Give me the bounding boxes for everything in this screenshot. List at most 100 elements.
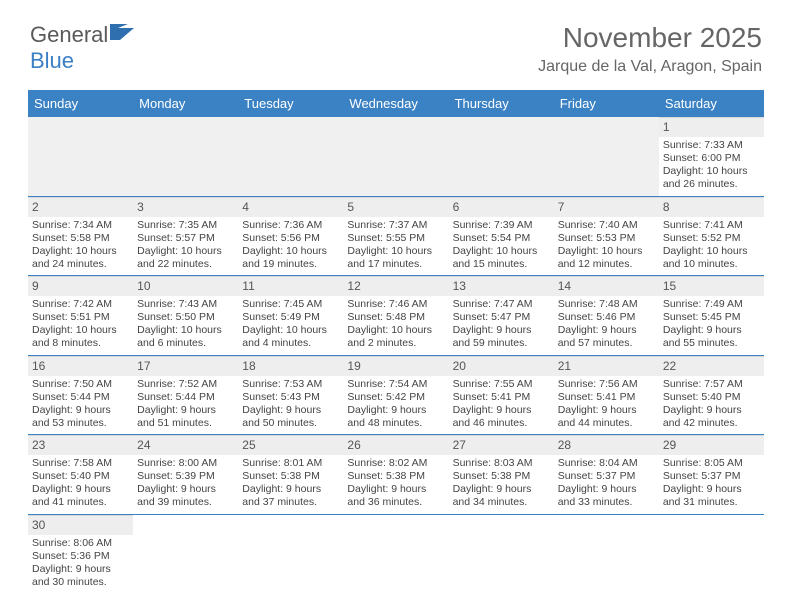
day-cell: 15Sunrise: 7:49 AMSunset: 5:45 PMDayligh… [659,276,764,355]
sunrise-line: Sunrise: 8:06 AM [32,537,129,550]
daylight-line: Daylight: 10 hours and 26 minutes. [663,165,760,191]
sunset-line: Sunset: 5:36 PM [32,550,129,563]
daylight-line: Daylight: 9 hours and 46 minutes. [453,404,550,430]
sunrise-line: Sunrise: 7:41 AM [663,219,760,232]
day-body: Sunrise: 7:40 AMSunset: 5:53 PMDaylight:… [554,217,659,276]
sunrise-line: Sunrise: 8:01 AM [242,457,339,470]
daylight-line: Daylight: 9 hours and 53 minutes. [32,404,129,430]
day-cell: 9Sunrise: 7:42 AMSunset: 5:51 PMDaylight… [28,276,133,355]
day-number: 2 [28,197,133,217]
day-cell: 21Sunrise: 7:56 AMSunset: 5:41 PMDayligh… [554,356,659,435]
sunset-line: Sunset: 5:38 PM [242,470,339,483]
day-cell: 13Sunrise: 7:47 AMSunset: 5:47 PMDayligh… [449,276,554,355]
sunset-line: Sunset: 5:56 PM [242,232,339,245]
sunset-line: Sunset: 6:00 PM [663,152,760,165]
daylight-line: Daylight: 9 hours and 48 minutes. [347,404,444,430]
day-number: 24 [133,435,238,455]
day-body: Sunrise: 7:34 AMSunset: 5:58 PMDaylight:… [28,217,133,276]
day-cell: 26Sunrise: 8:02 AMSunset: 5:38 PMDayligh… [343,435,448,514]
day-cell: 2Sunrise: 7:34 AMSunset: 5:58 PMDaylight… [28,197,133,276]
sunrise-line: Sunrise: 8:00 AM [137,457,234,470]
sunset-line: Sunset: 5:43 PM [242,391,339,404]
daylight-line: Daylight: 10 hours and 6 minutes. [137,324,234,350]
day-number: 23 [28,435,133,455]
sunrise-line: Sunrise: 8:05 AM [663,457,760,470]
sunrise-line: Sunrise: 7:50 AM [32,378,129,391]
sunrise-line: Sunrise: 7:55 AM [453,378,550,391]
weekday-header: Thursday [449,90,554,117]
daylight-line: Daylight: 10 hours and 12 minutes. [558,245,655,271]
weeks-container: 1Sunrise: 7:33 AMSunset: 6:00 PMDaylight… [28,117,764,593]
day-number: 12 [343,276,448,296]
day-number: 7 [554,197,659,217]
sunset-line: Sunset: 5:37 PM [663,470,760,483]
blank-cell [28,117,133,196]
sunset-line: Sunset: 5:55 PM [347,232,444,245]
day-cell: 3Sunrise: 7:35 AMSunset: 5:57 PMDaylight… [133,197,238,276]
calendar: Sunday Monday Tuesday Wednesday Thursday… [28,90,764,593]
sunrise-line: Sunrise: 7:48 AM [558,298,655,311]
day-body: Sunrise: 8:04 AMSunset: 5:37 PMDaylight:… [554,455,659,514]
day-cell: 7Sunrise: 7:40 AMSunset: 5:53 PMDaylight… [554,197,659,276]
day-body: Sunrise: 7:33 AMSunset: 6:00 PMDaylight:… [659,137,764,196]
sunrise-line: Sunrise: 7:47 AM [453,298,550,311]
header: General November 2025 Jarque de la Val, … [0,0,792,84]
day-cell: 4Sunrise: 7:36 AMSunset: 5:56 PMDaylight… [238,197,343,276]
weekday-header-row: Sunday Monday Tuesday Wednesday Thursday… [28,90,764,117]
sunset-line: Sunset: 5:39 PM [137,470,234,483]
day-number: 21 [554,356,659,376]
daylight-line: Daylight: 10 hours and 24 minutes. [32,245,129,271]
day-cell: 8Sunrise: 7:41 AMSunset: 5:52 PMDaylight… [659,197,764,276]
week-row: 16Sunrise: 7:50 AMSunset: 5:44 PMDayligh… [28,356,764,436]
logo-text-blue: Blue [30,48,74,74]
sunrise-line: Sunrise: 7:52 AM [137,378,234,391]
daylight-line: Daylight: 10 hours and 17 minutes. [347,245,444,271]
day-body: Sunrise: 7:39 AMSunset: 5:54 PMDaylight:… [449,217,554,276]
blank-cell [659,515,764,594]
day-cell: 23Sunrise: 7:58 AMSunset: 5:40 PMDayligh… [28,435,133,514]
day-number: 19 [343,356,448,376]
day-cell: 10Sunrise: 7:43 AMSunset: 5:50 PMDayligh… [133,276,238,355]
day-cell: 18Sunrise: 7:53 AMSunset: 5:43 PMDayligh… [238,356,343,435]
day-cell: 17Sunrise: 7:52 AMSunset: 5:44 PMDayligh… [133,356,238,435]
daylight-line: Daylight: 9 hours and 59 minutes. [453,324,550,350]
day-number: 29 [659,435,764,455]
day-number: 9 [28,276,133,296]
blank-cell [554,515,659,594]
day-number: 20 [449,356,554,376]
day-body: Sunrise: 8:01 AMSunset: 5:38 PMDaylight:… [238,455,343,514]
sunrise-line: Sunrise: 7:36 AM [242,219,339,232]
sunrise-line: Sunrise: 7:46 AM [347,298,444,311]
blank-cell [238,515,343,594]
day-body: Sunrise: 8:03 AMSunset: 5:38 PMDaylight:… [449,455,554,514]
day-body: Sunrise: 7:49 AMSunset: 5:45 PMDaylight:… [659,296,764,355]
day-body: Sunrise: 7:35 AMSunset: 5:57 PMDaylight:… [133,217,238,276]
blank-cell [133,117,238,196]
sunrise-line: Sunrise: 7:35 AM [137,219,234,232]
blank-cell [133,515,238,594]
day-cell: 28Sunrise: 8:04 AMSunset: 5:37 PMDayligh… [554,435,659,514]
day-cell: 1Sunrise: 7:33 AMSunset: 6:00 PMDaylight… [659,117,764,196]
sunrise-line: Sunrise: 8:02 AM [347,457,444,470]
day-cell: 30Sunrise: 8:06 AMSunset: 5:36 PMDayligh… [28,515,133,594]
day-body: Sunrise: 7:43 AMSunset: 5:50 PMDaylight:… [133,296,238,355]
daylight-line: Daylight: 10 hours and 10 minutes. [663,245,760,271]
day-number: 15 [659,276,764,296]
week-row: 30Sunrise: 8:06 AMSunset: 5:36 PMDayligh… [28,515,764,594]
day-number: 4 [238,197,343,217]
day-number: 22 [659,356,764,376]
sunrise-line: Sunrise: 7:45 AM [242,298,339,311]
day-cell: 27Sunrise: 8:03 AMSunset: 5:38 PMDayligh… [449,435,554,514]
day-number: 28 [554,435,659,455]
day-body: Sunrise: 8:06 AMSunset: 5:36 PMDaylight:… [28,535,133,594]
sunset-line: Sunset: 5:46 PM [558,311,655,324]
sunrise-line: Sunrise: 7:54 AM [347,378,444,391]
sunrise-line: Sunrise: 7:57 AM [663,378,760,391]
sunrise-line: Sunrise: 7:34 AM [32,219,129,232]
weekday-header: Tuesday [238,90,343,117]
day-number: 30 [28,515,133,535]
day-body: Sunrise: 7:42 AMSunset: 5:51 PMDaylight:… [28,296,133,355]
day-cell: 20Sunrise: 7:55 AMSunset: 5:41 PMDayligh… [449,356,554,435]
sunset-line: Sunset: 5:58 PM [32,232,129,245]
sunrise-line: Sunrise: 7:37 AM [347,219,444,232]
